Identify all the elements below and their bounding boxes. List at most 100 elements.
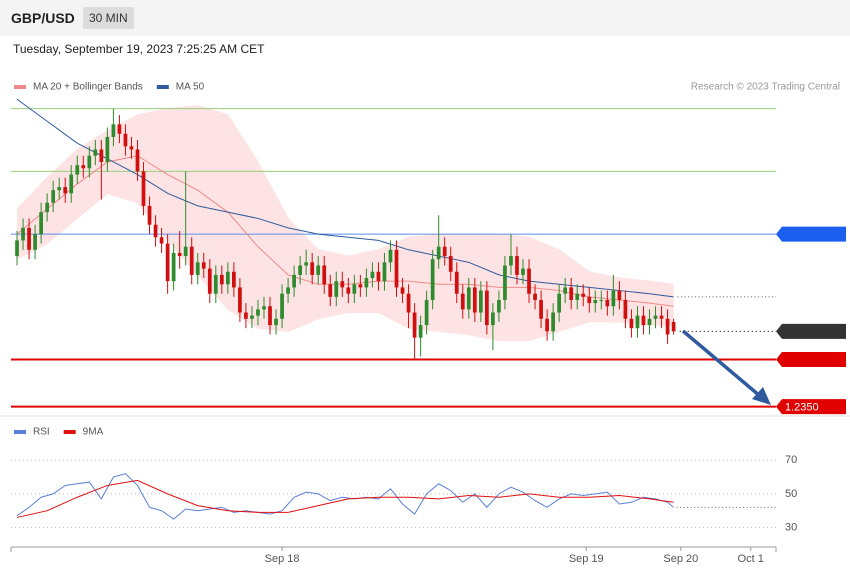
candle-body [189,246,194,275]
candle-body [454,271,459,294]
candle-body [364,278,369,288]
candle-body [57,187,62,191]
candle-body [105,136,110,162]
candle-body [183,246,188,257]
level-label: 1.2350 [785,401,819,413]
candle-body [75,165,80,175]
candle-body [671,321,676,332]
candle-body [617,290,622,300]
band-lower [16,192,674,342]
interval[interactable]: 30 MIN [83,7,134,29]
legend-swatch [63,430,76,434]
series-line [16,479,674,518]
candle-body [171,252,176,282]
candle-body [653,315,658,319]
candle-body [195,262,200,275]
candle-body [27,227,31,250]
candle-body [472,287,477,313]
candle-body [256,309,260,316]
candle-body [213,274,218,294]
candle-body [484,290,489,326]
candle-body [232,271,236,288]
level-tag [776,352,846,368]
candle-body [45,202,50,213]
candle-body [358,284,363,288]
legend-label: 9MA [83,427,104,438]
candle-body [238,287,242,313]
candle-body [147,205,152,225]
candle-body [135,149,140,172]
band-upper [16,105,674,285]
candle-body [418,325,423,338]
candle-body [491,312,495,326]
candle-body [605,299,610,307]
candle-body [424,299,429,326]
candle-body [569,287,574,300]
candle-body [328,284,333,297]
candle-body [388,249,393,263]
y-tick-label: 50 [785,488,797,500]
legend-label: MA 50 [176,82,205,93]
candle-body [274,318,278,326]
candle-body [370,271,375,279]
candle-body [515,256,519,275]
candle-body [310,262,315,275]
candle-body [629,318,634,329]
candle-body [460,293,465,310]
candle-body [99,149,104,162]
candle-body [557,293,562,313]
legend-swatch [156,85,169,89]
candle-body [93,149,98,156]
legend-label: RSI [33,427,50,438]
candle-body [551,312,555,332]
candle-body [280,293,284,319]
y-tick-label: 30 [785,521,797,533]
candle-body [593,299,598,304]
candle-body [69,174,74,194]
legend-swatch [14,85,26,89]
candle-body [219,274,224,285]
candle-body [665,318,670,335]
candle-body [412,312,417,338]
candle-body [527,268,531,294]
candle-body [201,262,206,269]
level-tag [776,399,846,415]
candle-body [33,234,37,250]
symbol: GBP/USD [11,10,75,26]
candle-body [442,246,447,257]
candle-body [340,281,345,288]
level-tag [776,323,846,339]
candle-body [497,299,501,313]
candle-body [394,249,399,288]
legend-swatch [14,430,26,434]
candle-body [141,171,146,206]
candle-body [286,287,290,294]
candle-body [406,293,411,313]
candle-body [159,237,164,244]
candle-body [63,187,68,194]
candle-body [177,252,182,257]
candle-body [316,265,321,275]
candle-body [503,265,507,300]
candle-body [123,133,128,147]
candle-body [382,262,387,282]
candle-body [250,315,254,319]
candle-body [304,262,309,266]
candle-body [51,190,56,203]
candle-body [545,318,549,332]
x-tick-label: Sep 19 [569,553,604,565]
candle-body [129,146,134,150]
candle-body [400,287,405,294]
candle-body [81,165,86,169]
candle-body [39,212,43,235]
plot-layer: 1.2350 MA 20 + Bollinger Bands MA 50 30 50 70… [10,82,846,565]
candle-body [659,315,664,319]
candle-body [599,299,604,301]
candle-body [466,287,471,310]
x-tick-label: Sep 20 [663,553,698,565]
forecast-arrow [681,329,771,405]
candle-body [575,293,580,300]
level-tag [776,226,846,242]
candle-body [587,296,592,304]
